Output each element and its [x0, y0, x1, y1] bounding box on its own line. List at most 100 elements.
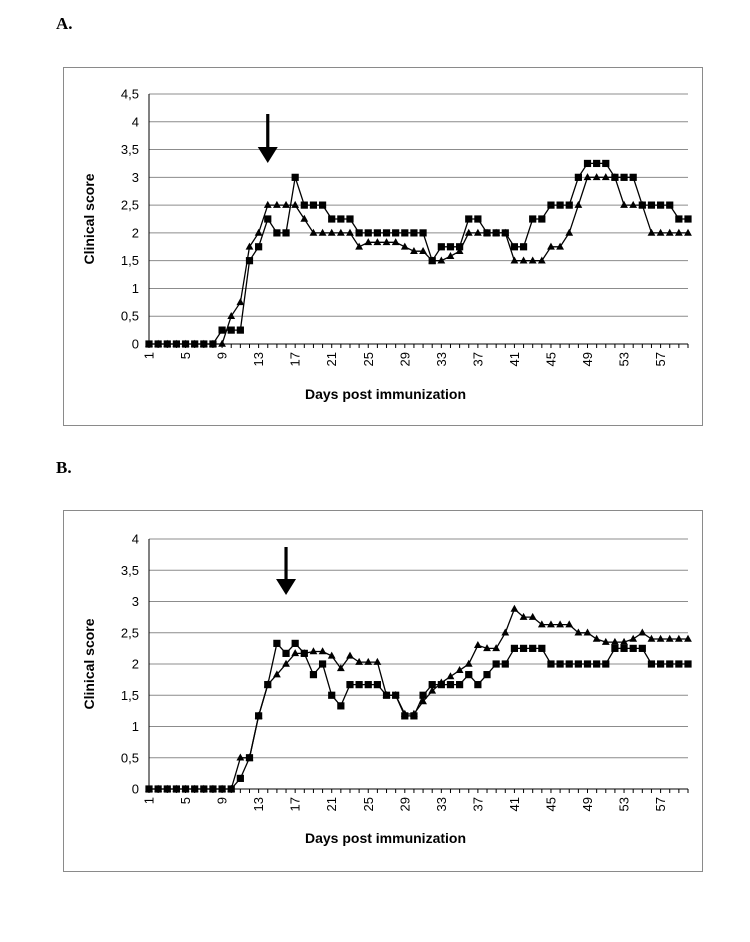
triangle-data-point — [519, 612, 528, 620]
triangle-data-point — [163, 339, 172, 347]
triangle-data-point — [272, 200, 281, 208]
square-data-point — [264, 215, 272, 223]
chart-a: 0 0,5 1 1,5 2 2,5 3 3,5 4 4,5 1 5 9 13 17 21 25 29 33 37 41 4… — [81, 87, 692, 402]
square-data-point — [309, 671, 318, 679]
triangle-data-point — [574, 200, 583, 208]
triangle-data-point — [145, 339, 153, 347]
square-data-point — [675, 660, 683, 668]
triangle-data-point — [227, 784, 236, 792]
square-data-point — [620, 173, 628, 181]
triangle-data-point — [565, 228, 574, 236]
square-data-point — [529, 644, 537, 652]
square-data-point — [328, 215, 336, 223]
square-data-point — [666, 201, 674, 209]
square-data-point — [273, 229, 281, 237]
triangle-data-point — [327, 228, 336, 236]
triangle-data-point — [199, 339, 208, 347]
square-data-point — [547, 660, 555, 668]
triangle-data-point — [282, 200, 290, 208]
square-data-point — [245, 257, 254, 265]
x-tick-label: 9 — [215, 797, 230, 804]
square-data-point — [373, 681, 381, 689]
y-tick-label: 4 — [132, 114, 139, 129]
triangle-data-point — [163, 784, 172, 792]
triangle-data-point — [410, 247, 418, 255]
y-tick-label: 1,5 — [121, 253, 139, 268]
square-data-point — [227, 326, 235, 334]
y-tick-label: 1 — [132, 281, 139, 296]
square-data-point — [300, 201, 308, 209]
y-tick-label: 3 — [132, 594, 139, 609]
triangle-data-point — [647, 228, 656, 236]
triangle-data-point — [145, 784, 153, 792]
square-data-point — [346, 215, 354, 223]
triangle-data-point — [346, 228, 354, 236]
x-axis-title: Days post immunization — [305, 386, 466, 402]
y-tick-label: 2 — [132, 225, 139, 240]
triangle-data-point — [437, 678, 446, 686]
x-tick-label: 9 — [215, 352, 230, 359]
triangle-data-point — [263, 680, 272, 688]
triangle-data-point — [291, 649, 300, 657]
triangle-data-point — [647, 634, 656, 642]
triangle-data-point — [547, 620, 555, 628]
square-data-point — [318, 660, 327, 668]
square-data-point — [255, 243, 263, 251]
square-data-point — [446, 681, 455, 689]
triangle-data-point — [346, 651, 354, 659]
triangle-data-point — [629, 634, 638, 642]
square-data-point — [556, 660, 564, 668]
square-data-point — [620, 644, 628, 652]
triangle-data-point — [446, 672, 455, 680]
y-tick-label: 2,5 — [121, 198, 139, 213]
triangle-data-point — [428, 686, 437, 694]
x-tick-label: 53 — [617, 352, 632, 366]
triangle-data-point — [181, 339, 190, 347]
y-tick-label: 3,5 — [121, 563, 139, 578]
square-data-point — [382, 229, 391, 237]
square-data-point — [519, 644, 528, 652]
triangle-data-point — [172, 784, 181, 792]
square-data-point — [355, 681, 363, 689]
chart-b-frame: 0 0,5 1 1,5 2 2,5 3 3,5 4 1 5 9 13 17 21 25 29 33 37 41 45 49… — [63, 510, 703, 872]
triangle-data-point — [190, 339, 199, 347]
chart-a-frame: 0 0,5 1 1,5 2 2,5 3 3,5 4 4,5 1 5 9 13 17 21 25 29 33 37 41 4… — [63, 67, 703, 426]
triangle-data-point — [556, 620, 565, 628]
square-data-point — [629, 644, 637, 652]
x-tick-label: 49 — [580, 797, 595, 811]
triangle-data-point — [209, 784, 217, 792]
x-tick-label: 49 — [580, 352, 595, 366]
x-tick-label: 57 — [653, 797, 668, 811]
square-data-point — [647, 660, 656, 668]
square-data-point — [574, 173, 582, 181]
triangle-data-point — [373, 238, 382, 246]
triangle-data-point — [364, 657, 373, 665]
x-tick-label: 25 — [361, 797, 376, 811]
triangle-data-point — [391, 238, 400, 246]
chart-b: 00,511,522,533,541 5 9 13 17 21 25 29 33 37 41 45 49… — [81, 532, 692, 846]
square-data-point — [529, 215, 537, 223]
square-data-point — [337, 215, 345, 223]
x-tick-label: 17 — [288, 352, 303, 366]
square-data-point — [684, 215, 692, 223]
square-data-point — [428, 681, 436, 689]
x-tick-label: 45 — [543, 797, 558, 811]
square-data-point — [236, 774, 244, 782]
square-data-point — [656, 201, 665, 209]
square-data-point — [410, 229, 418, 237]
square-data-point — [456, 243, 464, 251]
square-data-point — [565, 660, 573, 668]
x-tick-label: 53 — [617, 797, 632, 811]
triangle-data-point — [483, 644, 491, 652]
triangle-data-point — [309, 647, 318, 655]
square-data-point — [602, 660, 610, 668]
triangle-data-point — [674, 228, 683, 236]
triangle-data-point — [473, 228, 482, 236]
triangle-data-point — [519, 256, 528, 264]
square-data-point — [346, 681, 354, 689]
square-data-point — [465, 671, 473, 679]
y-tick-label: 3 — [132, 170, 139, 185]
square-data-point — [474, 215, 482, 223]
square-data-point — [328, 691, 336, 699]
triangle-data-point — [236, 298, 245, 306]
